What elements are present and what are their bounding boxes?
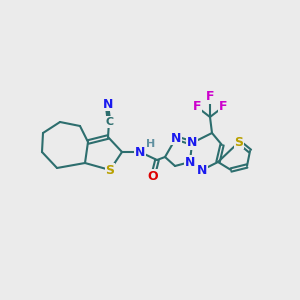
Text: F: F: [206, 91, 214, 103]
Text: S: S: [235, 136, 244, 148]
Text: N: N: [187, 136, 197, 149]
Text: F: F: [193, 100, 201, 113]
Text: N: N: [185, 155, 195, 169]
Text: N: N: [135, 146, 145, 158]
Text: H: H: [146, 139, 156, 149]
Text: N: N: [103, 98, 113, 110]
Text: N: N: [197, 164, 207, 176]
Text: C: C: [106, 117, 114, 127]
Text: F: F: [219, 100, 227, 113]
Text: N: N: [171, 131, 181, 145]
Text: O: O: [148, 169, 158, 182]
Text: S: S: [106, 164, 115, 176]
